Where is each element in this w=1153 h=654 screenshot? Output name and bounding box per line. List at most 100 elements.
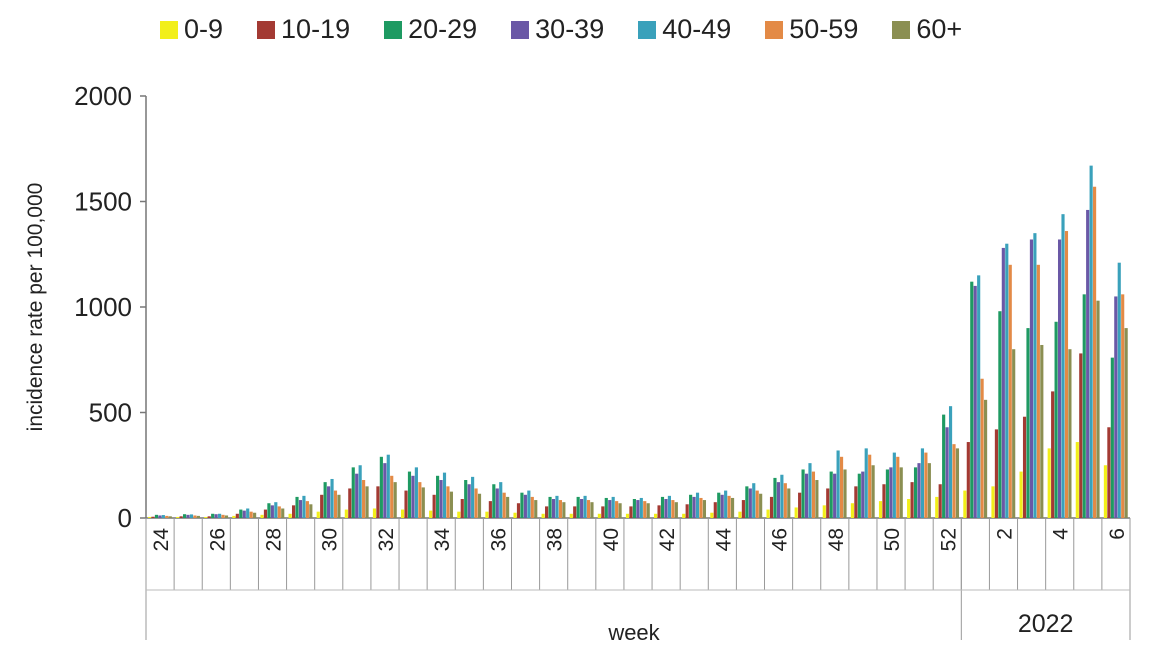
legend-item: 60+ <box>892 14 962 45</box>
legend-swatch <box>638 20 657 39</box>
bar <box>298 500 303 518</box>
bar <box>1086 209 1090 518</box>
bar <box>193 515 197 518</box>
legend-swatch <box>257 20 276 39</box>
bar <box>660 496 665 518</box>
bar <box>1033 233 1037 518</box>
bar <box>580 499 584 518</box>
y-axis-label: incidence rate per 100,000 <box>24 183 47 432</box>
bar <box>534 500 538 518</box>
bar <box>288 513 292 518</box>
legend-label: 60+ <box>916 14 963 44</box>
bar <box>720 494 724 518</box>
x-tick-label: 28 <box>263 528 286 551</box>
bar <box>811 471 816 518</box>
bar <box>769 496 774 518</box>
bar <box>604 497 608 518</box>
bar <box>457 511 461 518</box>
bar <box>351 467 355 518</box>
bar <box>955 448 960 518</box>
bar <box>639 497 643 518</box>
legend-label: 40-49 <box>662 14 732 44</box>
bar <box>907 499 911 518</box>
bar <box>794 507 798 518</box>
bar <box>727 495 731 518</box>
bar <box>1022 416 1027 518</box>
bar <box>305 501 309 518</box>
bar <box>597 513 601 518</box>
bar <box>980 378 984 518</box>
bar <box>699 497 703 518</box>
bar <box>527 490 531 518</box>
bar <box>713 502 717 518</box>
bar <box>920 448 925 518</box>
bar <box>249 511 253 518</box>
x-tick-label: 46 <box>769 528 792 551</box>
bar <box>1117 262 1121 518</box>
bar <box>253 512 257 518</box>
bar <box>927 463 931 518</box>
bar <box>1068 349 1072 518</box>
x-tick-label: 30 <box>319 528 342 551</box>
bar <box>460 499 464 518</box>
bar <box>1064 231 1069 519</box>
bar <box>376 486 380 518</box>
legend-item: 0-9 <box>160 14 223 45</box>
bar <box>1096 300 1100 518</box>
bar <box>948 406 953 518</box>
bar <box>1121 294 1125 518</box>
bar <box>260 514 264 518</box>
bar <box>204 516 208 518</box>
legend-label: 0-9 <box>184 14 224 44</box>
bar <box>857 473 861 518</box>
bar <box>780 474 784 518</box>
bar <box>766 509 770 518</box>
legend-swatch <box>384 20 403 39</box>
bar <box>632 499 636 518</box>
legend-swatch <box>765 20 784 39</box>
bar <box>685 504 689 518</box>
bar <box>815 480 819 518</box>
bar <box>1026 328 1030 518</box>
bar <box>935 496 939 518</box>
bar <box>773 477 777 518</box>
bar <box>467 484 471 518</box>
bar <box>464 480 468 518</box>
bar <box>576 496 580 518</box>
x-tick-label: 6 <box>1106 528 1129 540</box>
bar <box>854 486 858 518</box>
bar <box>970 281 974 518</box>
bar <box>541 513 545 518</box>
bar <box>783 483 787 518</box>
legend-label: 30-39 <box>535 14 605 44</box>
bar <box>383 463 387 518</box>
bar <box>429 510 433 518</box>
bar <box>1012 349 1016 518</box>
bar <box>586 500 591 518</box>
x-tick-label: 48 <box>825 528 848 551</box>
bar <box>291 505 296 518</box>
bar <box>798 492 802 518</box>
bar <box>221 514 225 518</box>
x-tick-label: 2 <box>993 528 1016 540</box>
bar <box>861 471 865 518</box>
bar <box>601 506 605 518</box>
bar <box>804 473 809 518</box>
group-label-2022: 2022 <box>1018 610 1074 638</box>
bar <box>938 484 942 518</box>
bar <box>404 490 408 518</box>
bar <box>379 456 383 518</box>
bar <box>414 467 418 518</box>
y-tick-label: 1500 <box>74 187 132 217</box>
chart-legend: 0-9 10-19 20-29 30-39 40-49 50-59 60+ <box>160 14 962 45</box>
bar <box>235 513 239 518</box>
bar <box>545 506 549 518</box>
x-tick-label: 40 <box>600 528 623 551</box>
bar <box>555 495 559 518</box>
bar <box>168 516 172 518</box>
bar <box>573 506 577 518</box>
bar <box>977 275 981 518</box>
bar <box>189 514 194 518</box>
bar <box>871 465 875 518</box>
bar <box>277 506 281 518</box>
